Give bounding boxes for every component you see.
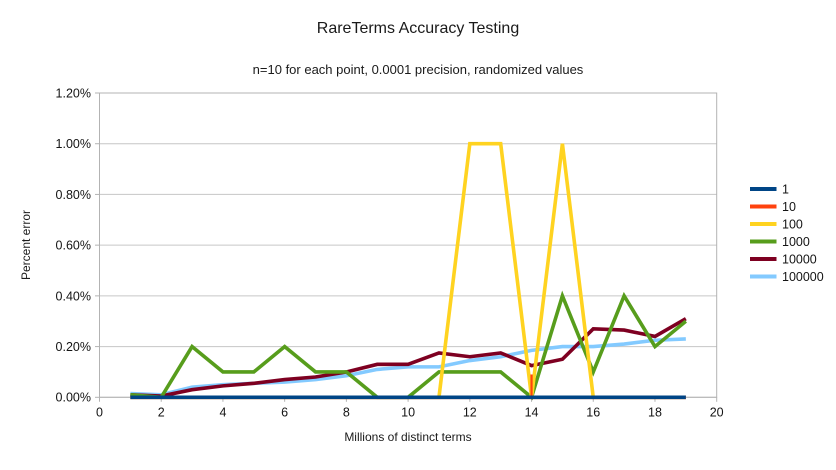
y-tick-label-2: 0.40% — [56, 289, 91, 303]
x-tick-label-20: 20 — [710, 405, 724, 419]
x-tick-label-2: 2 — [158, 405, 165, 419]
y-tick-label-6: 1.20% — [56, 86, 91, 100]
legend-label-1000: 1000 — [782, 235, 810, 249]
y-tick-label-5: 1.00% — [56, 137, 91, 151]
legend-label-10: 10 — [782, 200, 796, 214]
x-tick-label-18: 18 — [648, 405, 662, 419]
x-axis-title: Millions of distinct terms — [344, 430, 472, 444]
legend-label-100000: 100000 — [782, 270, 824, 284]
y-tick-label-3: 0.60% — [56, 239, 91, 253]
x-tick-label-14: 14 — [525, 405, 539, 419]
legend-label-1: 1 — [782, 182, 789, 196]
y-tick-label-0: 0.00% — [56, 391, 91, 405]
x-tick-label-12: 12 — [463, 405, 477, 419]
series-line-100 — [130, 141, 686, 400]
x-tick-label-6: 6 — [281, 405, 288, 419]
legend-label-10000: 10000 — [782, 252, 817, 266]
y-tick-label-4: 0.80% — [56, 188, 91, 202]
legend-label-100: 100 — [782, 217, 803, 231]
x-tick-label-8: 8 — [343, 405, 350, 419]
x-tick-label-16: 16 — [586, 405, 600, 419]
chart-subtitle: n=10 for each point, 0.0001 precision, r… — [252, 62, 584, 77]
x-tick-label-4: 4 — [219, 405, 226, 419]
series-line-10000 — [130, 317, 687, 398]
x-tick-label-0: 0 — [96, 405, 103, 419]
x-tick-label-10: 10 — [401, 405, 415, 419]
chart-title: RareTerms Accuracy Testing — [316, 20, 520, 37]
y-tick-label-1: 0.20% — [56, 340, 91, 354]
